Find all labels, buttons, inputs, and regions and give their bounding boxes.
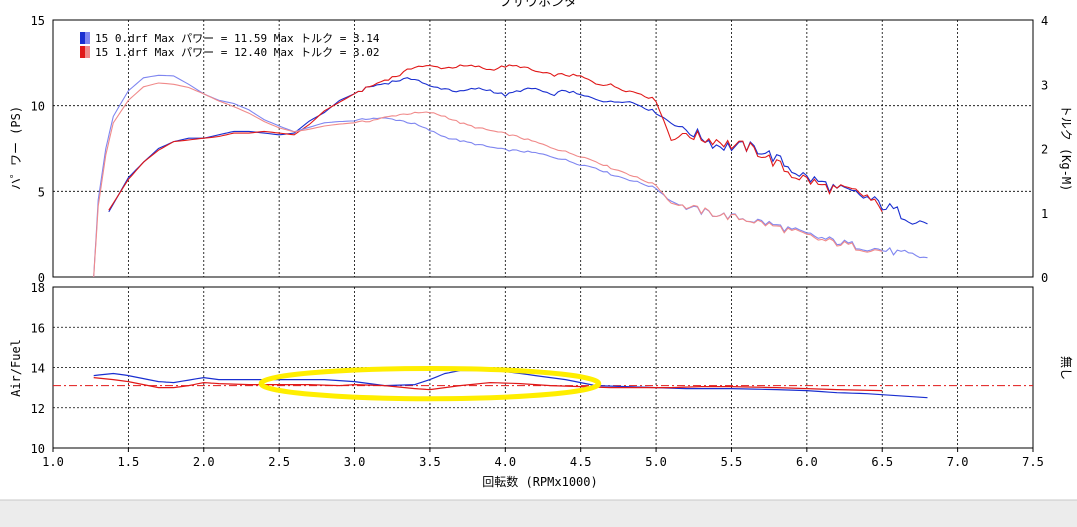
top-y2-tick-label: 0 <box>1041 271 1048 285</box>
top-series-line-3 <box>93 82 883 278</box>
bottom-y-tick-label: 16 <box>31 321 45 335</box>
legend-label-1: 15 1.drf Max パワー = 12.40 Max トルク = 3.02 <box>95 46 380 59</box>
chart-title: フサウホンタ <box>499 0 577 10</box>
x-tick-label: 4.0 <box>494 455 516 469</box>
top-y2-tick-label: 3 <box>1041 78 1048 92</box>
status-strip <box>0 500 1077 527</box>
x-tick-label: 3.0 <box>344 455 366 469</box>
legend-swatch-0-dark <box>80 32 85 44</box>
x-tick-label: 5.5 <box>721 455 743 469</box>
x-axis-label: 回転数 (RPMx1000) <box>482 474 597 489</box>
legend-swatch-0-light <box>85 32 90 44</box>
power-axis-label: ハ゜ワー (PS) <box>9 106 23 190</box>
top-panel-frame <box>52 19 1034 278</box>
highlight-ellipse <box>258 366 602 402</box>
top-y-tick-label: 0 <box>38 271 45 285</box>
x-tick-label: 5.0 <box>645 455 667 469</box>
legend-label-0: 15 0.drf Max パワー = 11.59 Max トルク = 3.14 <box>95 32 380 45</box>
x-axis-ticks: 1.0 1.5 2.0 2.5 3.0 3.5 4.0 4.5 5.0 5.5 6.0 6.5 7.0 7… <box>42 448 1044 469</box>
bottom-y-tick-label: 12 <box>31 402 45 416</box>
x-tick-label: 1.0 <box>42 455 64 469</box>
top-y2-tick-label: 1 <box>1041 207 1048 221</box>
x-tick-label: 1.5 <box>118 455 140 469</box>
top-series-line-1 <box>108 64 883 213</box>
top-left-axis-ticks: 0 5 10 15 <box>31 14 45 285</box>
bottom-y-tick-label: 14 <box>31 362 45 376</box>
torque-axis-label: トルク (Kg-M) <box>1059 105 1073 192</box>
top-right-axis-ticks: 0 1 2 3 4 <box>1041 14 1048 285</box>
top-y2-tick-label: 2 <box>1041 143 1048 157</box>
top-y2-tick-label: 4 <box>1041 14 1048 28</box>
top-y-tick-label: 10 <box>31 100 45 114</box>
x-tick-label: 2.5 <box>268 455 290 469</box>
bottom-left-axis-ticks: 10 12 14 16 18 <box>31 281 45 456</box>
top-series-line-0 <box>108 77 928 225</box>
bottom-panel-series <box>53 366 1033 402</box>
x-tick-label: 4.5 <box>570 455 592 469</box>
right-axis-none-label: 無し <box>1059 356 1074 380</box>
legend: 15 0.drf Max パワー = 11.59 Max トルク = 3.14 … <box>80 32 380 59</box>
legend-swatch-1-dark <box>80 46 85 58</box>
bottom-y-tick-label: 18 <box>31 281 45 295</box>
x-tick-label: 7.5 <box>1022 455 1044 469</box>
x-tick-label: 2.0 <box>193 455 215 469</box>
legend-swatch-1-light <box>85 46 90 58</box>
bottom-y-tick-label: 10 <box>31 442 45 456</box>
top-y-tick-label: 15 <box>31 14 45 28</box>
x-tick-label: 6.5 <box>871 455 893 469</box>
top-y-tick-label: 5 <box>38 185 45 199</box>
airfuel-axis-label: Air/Fuel <box>9 339 23 397</box>
x-tick-label: 7.0 <box>947 455 969 469</box>
bottom-panel-grid <box>53 287 1033 448</box>
x-tick-label: 3.5 <box>419 455 441 469</box>
x-tick-label: 6.0 <box>796 455 818 469</box>
airfuel-series-line-1 <box>93 377 883 392</box>
top-panel-series <box>93 64 928 278</box>
